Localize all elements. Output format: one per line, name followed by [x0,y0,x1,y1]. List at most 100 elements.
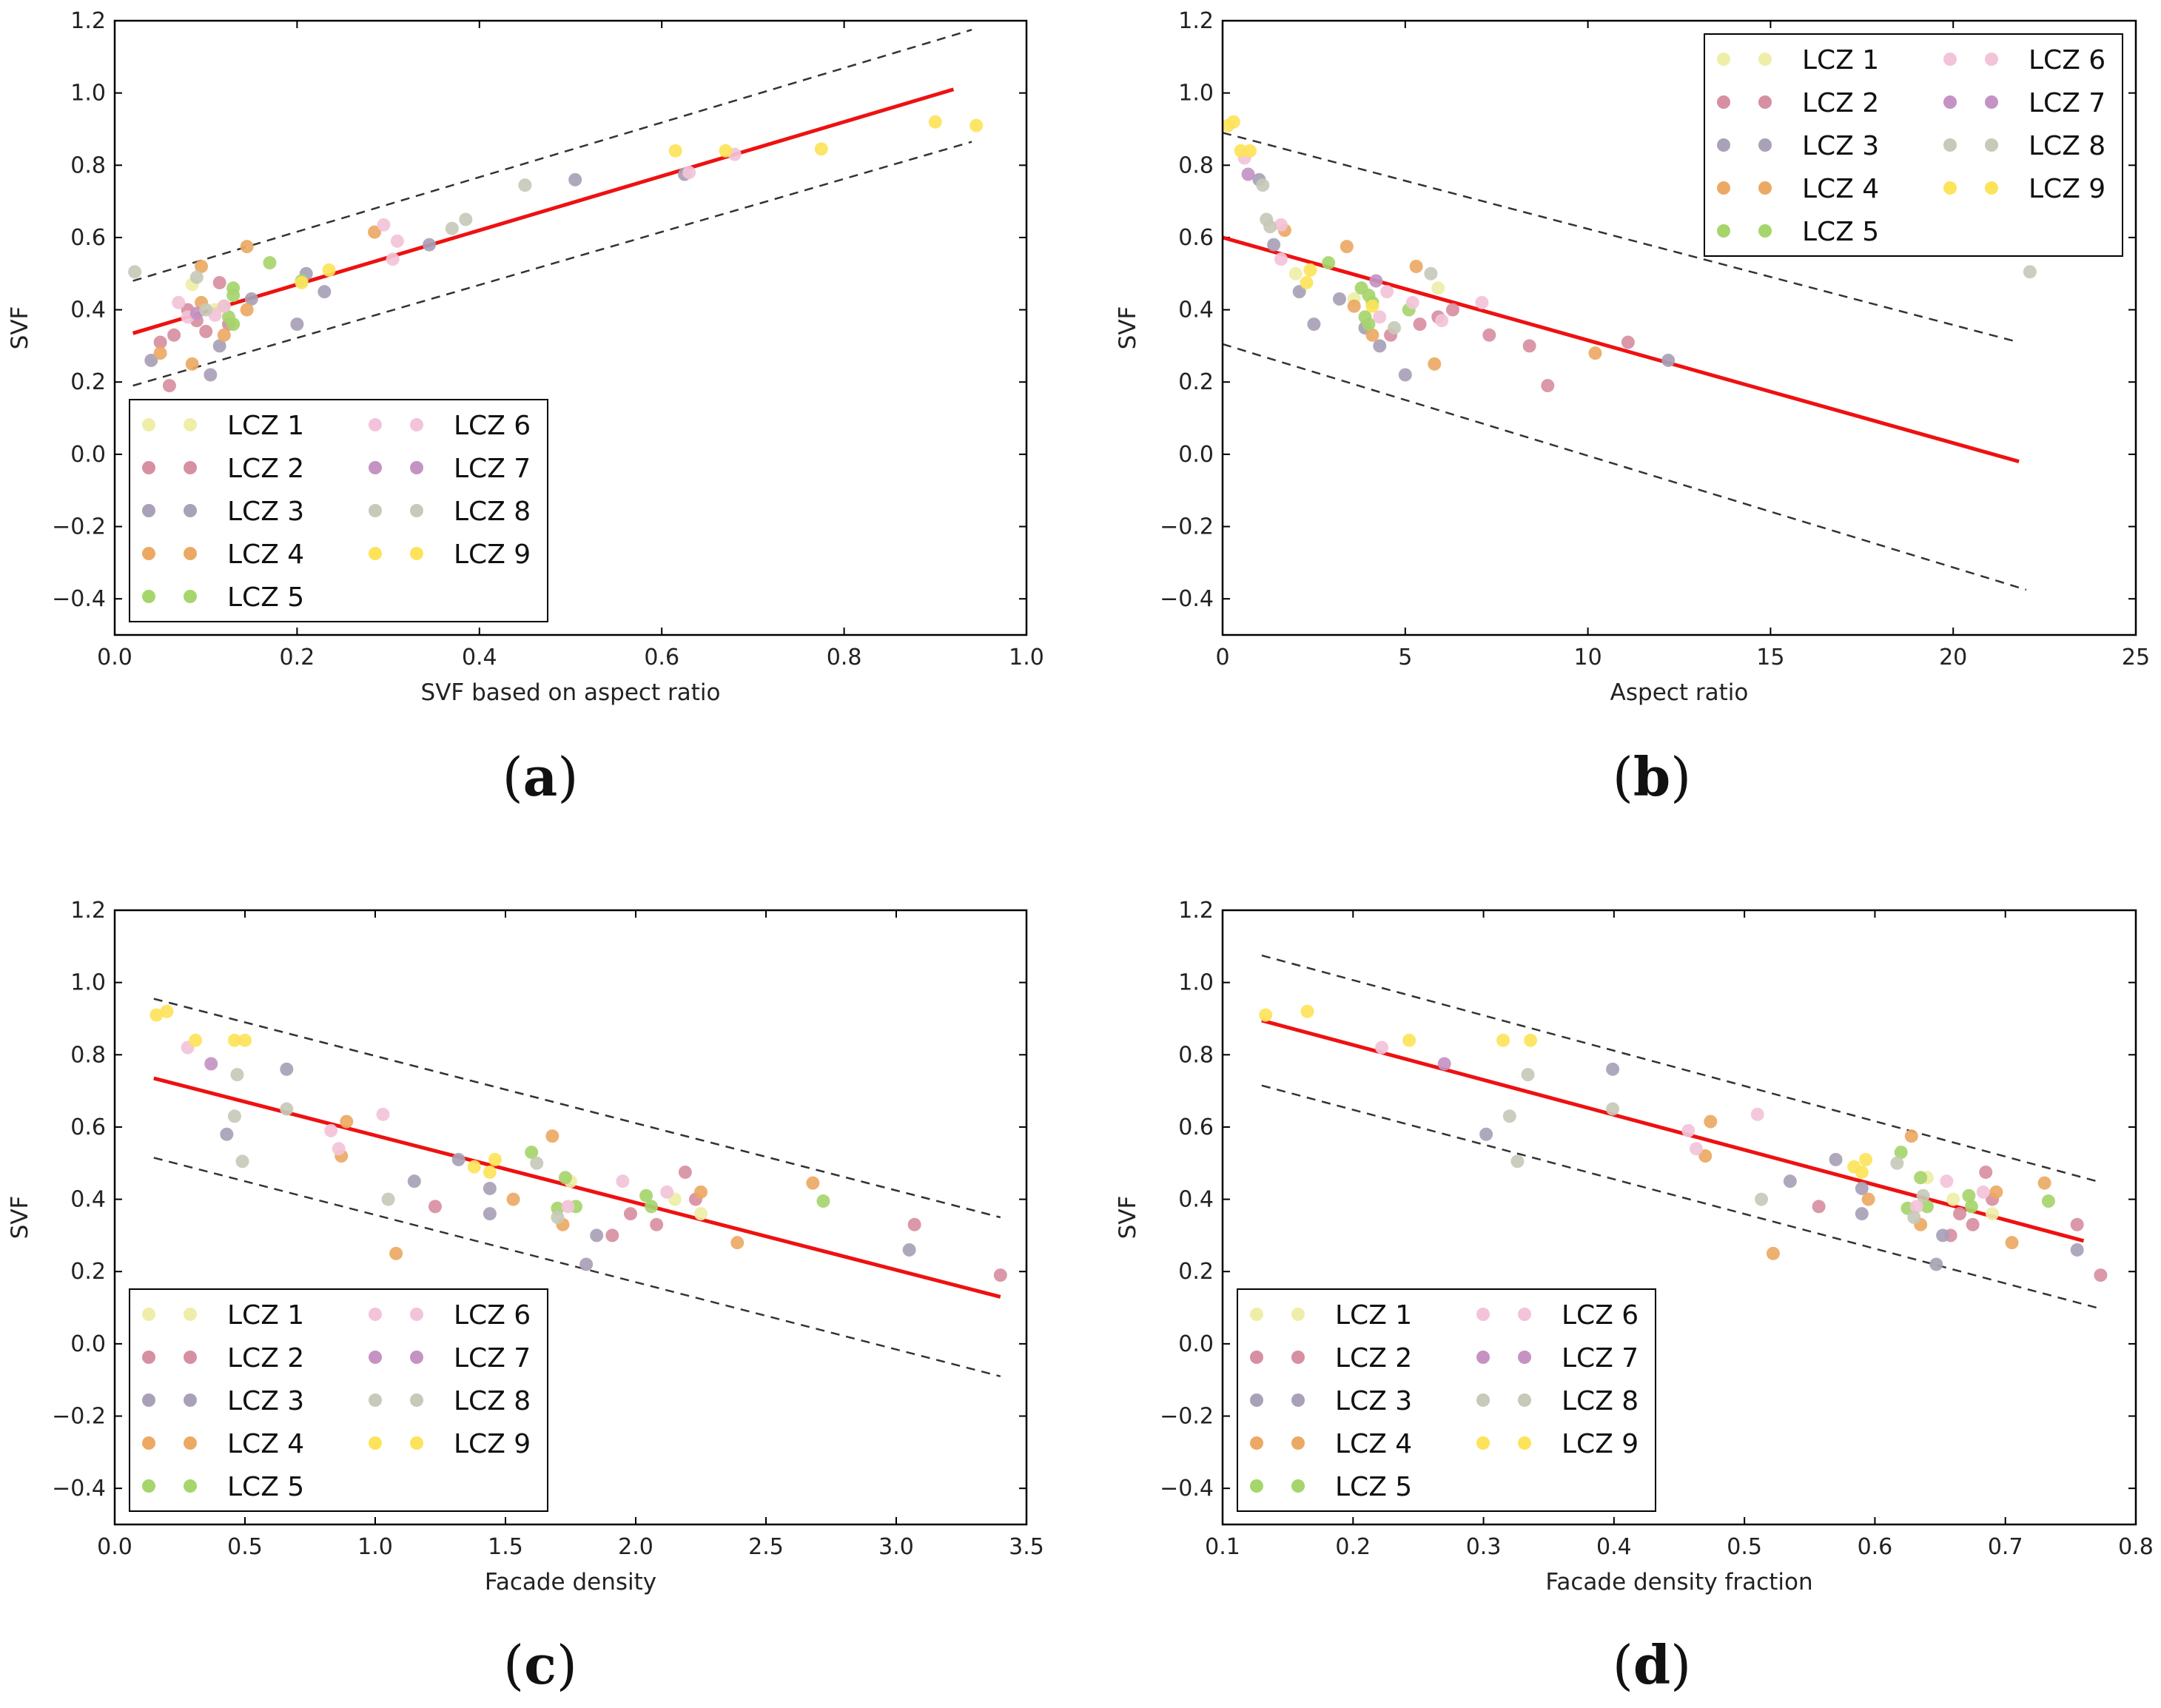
plot-frame [113,909,1028,1526]
data-point [1482,328,1496,342]
plot-frame [1221,909,2137,1526]
legend: LCZ 1 LCZ 2 LCZ 3 LCZ 4 LCZ 5 LCZ 6 LCZ 7 LCZ 8… [129,1288,548,1512]
data-point [217,299,231,313]
data-point [2023,265,2037,279]
panel-caption: (b) [1613,745,1692,808]
data-point [185,357,199,371]
legend-marker [1250,1479,1263,1493]
data-point [1475,295,1489,309]
data-point [1606,1062,1620,1076]
legend-item: LCZ 2 [1717,88,1879,118]
legend-label: LCZ 1 [227,411,304,441]
legend-marker [142,1308,155,1321]
panel-caption: (c) [503,1633,577,1696]
y-tick-label: 0.2 [1178,369,1214,395]
legend-item: LCZ 5 [1717,217,1879,247]
legend-marker [1250,1308,1263,1321]
data-point [719,144,733,158]
data-point [212,275,226,289]
legend-marker [410,418,423,431]
x-tick-label: 0.8 [827,645,862,670]
y-axis-title: SVF [7,306,33,350]
data-point [1322,256,1336,270]
legend-marker [1518,1308,1531,1321]
plot-content [128,29,984,393]
legend-item: LCZ 2 [1250,1343,1412,1374]
data-point [1962,1188,1976,1203]
data-point [1263,220,1277,234]
series-lcz-9 [1223,115,1379,313]
data-point [1226,115,1240,129]
panel-caption: (d) [1613,1633,1692,1696]
legend-label: LCZ 4 [227,1429,304,1459]
data-point [1340,240,1354,254]
y-tick-label: 0.4 [70,297,106,323]
y-tick-label: −0.2 [52,1404,106,1430]
legend-marker [1758,138,1772,152]
legend-label: LCZ 7 [1562,1343,1639,1374]
data-point [295,275,309,289]
y-tick-label: 0.6 [70,1114,106,1140]
plot-frame [113,19,1028,636]
legend-marker [1250,1351,1263,1364]
x-axis-title: Aspect ratio [1610,679,1749,706]
legend-marker [369,461,382,474]
legend-marker [1758,95,1772,109]
series-lcz-7 [1437,1057,1451,1071]
legend-marker [369,1393,382,1407]
data-point [226,281,241,295]
x-tick-label: 0.4 [462,645,497,670]
legend-label: LCZ 3 [227,497,304,527]
data-point [1307,317,1321,332]
legend-item: LCZ 1 [1250,1300,1412,1331]
legend-item: LCZ 9 [1943,174,2105,204]
data-point [639,1188,653,1203]
data-point [1904,1129,1918,1143]
x-tick-label: 0.3 [1466,1534,1502,1560]
regression-line [1223,235,2020,464]
y-tick-label: 0.6 [70,225,106,251]
legend-label: LCZ 5 [227,582,304,613]
legend-marker [410,1351,423,1364]
legend-marker [1943,95,1957,109]
legend-marker [1291,1351,1305,1364]
data-point [993,1268,1007,1282]
data-point [1946,1192,1960,1206]
legend-item: LCZ 7 [1943,88,2105,118]
legend-marker [1518,1351,1531,1364]
legend-item: LCZ 9 [1476,1429,1639,1459]
x-tick-label: 1.0 [1009,645,1044,670]
legend-label: LCZ 3 [1335,1386,1412,1416]
y-tick-label: −0.2 [1160,1404,1214,1430]
data-point [1502,1109,1516,1123]
data-point [668,144,682,158]
x-tick-label: 0.5 [1727,1534,1762,1560]
data-point [488,1152,502,1166]
legend: LCZ 1 LCZ 2 LCZ 3 LCZ 4 LCZ 5 LCZ 6 LCZ 7 LCZ 8… [1237,1288,1656,1512]
data-point [1855,1207,1869,1221]
y-tick-label: 0.4 [70,1187,106,1213]
legend-item: LCZ 1 [1717,45,1879,75]
y-axis-title: SVF [7,1196,33,1240]
data-point [506,1192,520,1206]
data-point [244,292,258,306]
data-point [1936,1228,1950,1243]
data-point [1303,263,1317,277]
data-point [172,295,186,309]
legend-marker [142,1351,155,1364]
legend-frame [1237,1288,1656,1512]
data-point [1259,1008,1273,1022]
data-point [1914,1171,1928,1185]
data-point [1588,346,1602,360]
y-tick-label: 1.0 [1178,970,1214,996]
data-point [1704,1114,1718,1129]
y-tick-label: 1.0 [70,970,106,996]
legend-marker [369,1436,382,1450]
data-point [2094,1268,2108,1282]
plot-content [1259,954,2108,1309]
x-tick-label: 0.0 [97,645,132,670]
data-point [2005,1236,2019,1250]
legend-marker [142,418,155,431]
data-point [1398,368,1412,382]
data-point [1766,1246,1780,1260]
